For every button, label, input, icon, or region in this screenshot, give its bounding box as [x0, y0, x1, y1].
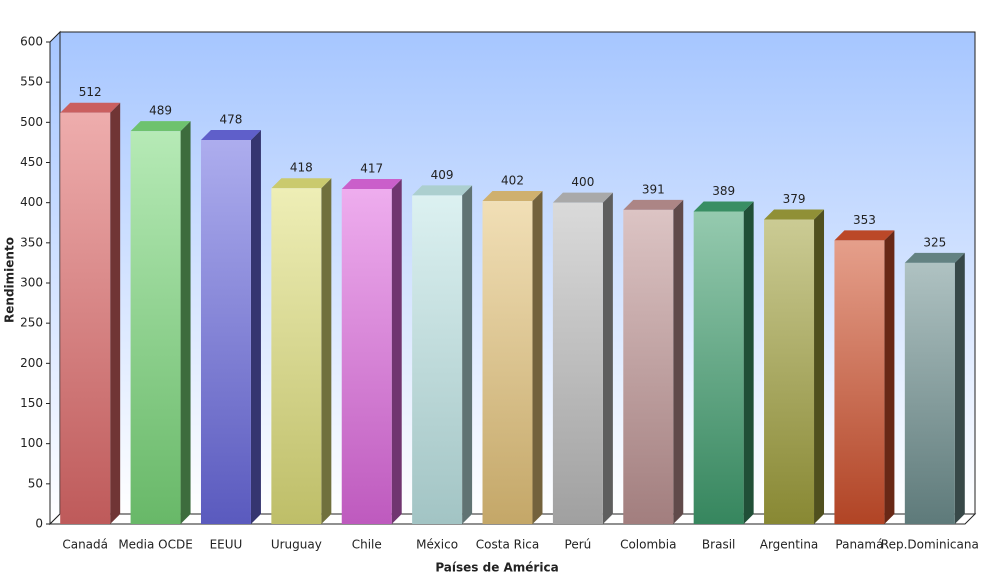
value-label: 391 — [642, 182, 665, 196]
bar — [904, 252, 965, 524]
value-label: 400 — [571, 175, 594, 189]
value-label: 353 — [853, 213, 876, 227]
bar-side — [110, 102, 121, 525]
y-tick-label: 250 — [20, 316, 43, 330]
bar — [552, 192, 613, 524]
bar-top — [834, 230, 895, 241]
x-tick-label: EEUU — [210, 538, 243, 552]
bar-front — [904, 262, 955, 524]
bar — [341, 179, 402, 524]
bar-front — [341, 189, 392, 524]
bar-front — [60, 112, 111, 525]
bar-top — [764, 209, 825, 220]
bar-front — [623, 209, 674, 524]
x-tick-label: Chile — [352, 538, 382, 552]
y-tick-label: 550 — [20, 75, 43, 89]
bar — [271, 178, 332, 524]
x-tick-label: Canadá — [62, 538, 108, 552]
y-axis-title: Rendimiento — [3, 237, 17, 323]
bar-side — [321, 178, 332, 524]
bar-top — [482, 191, 543, 202]
bar-front — [412, 195, 463, 525]
bar — [412, 185, 473, 525]
bar-side — [462, 185, 473, 525]
x-tick-label: Panamá — [835, 538, 883, 552]
side-wall — [49, 30, 61, 526]
value-label: 417 — [360, 162, 383, 176]
x-tick-label: Costa Rica — [476, 538, 539, 552]
value-label: 418 — [290, 161, 313, 175]
y-tick-label: 600 — [20, 35, 43, 49]
bar-top — [271, 178, 332, 189]
x-tick-label: Media OCDE — [118, 538, 193, 552]
bar — [60, 102, 121, 525]
y-tick-label: 500 — [20, 115, 43, 129]
bar-side — [814, 209, 825, 524]
y-tick-label: 150 — [20, 396, 43, 410]
value-label: 379 — [783, 192, 806, 206]
bar-side — [602, 192, 613, 524]
bar-front — [693, 211, 744, 524]
bar-top — [60, 102, 121, 113]
x-tick-label: Brasil — [702, 538, 735, 552]
y-tick-label: 450 — [20, 155, 43, 169]
value-label: 512 — [79, 85, 102, 99]
x-axis-title: Países de América — [435, 561, 558, 575]
bar-side — [532, 191, 543, 524]
x-tick-label: Rep.Dominicana — [881, 538, 979, 552]
bar — [764, 209, 825, 524]
bar-front — [764, 219, 815, 524]
y-tick-label: 200 — [20, 356, 43, 370]
y-tick-label: 350 — [20, 235, 43, 249]
bar-side — [673, 199, 684, 524]
bar — [693, 201, 754, 524]
value-label: 402 — [501, 174, 524, 188]
bar — [623, 199, 684, 524]
bar-front — [552, 202, 603, 524]
x-tick-label: Colombia — [620, 538, 676, 552]
bar-top — [412, 185, 473, 196]
bar-top — [341, 179, 402, 190]
y-tick-label: 300 — [20, 276, 43, 290]
value-label: 409 — [431, 168, 454, 182]
value-label: 478 — [220, 113, 243, 127]
bar-side — [391, 179, 402, 524]
x-tick-label: Uruguay — [271, 538, 322, 552]
bar-top — [552, 192, 613, 203]
bar-top — [623, 199, 684, 210]
bar-side — [180, 121, 191, 525]
bar-top — [693, 201, 754, 212]
bar-front — [200, 140, 251, 525]
bar-front — [130, 131, 181, 525]
y-tick-label: 50 — [28, 476, 43, 490]
bar — [130, 121, 191, 525]
bar-side — [743, 201, 754, 524]
bar-front — [482, 201, 533, 524]
y-tick-label: 0 — [35, 517, 43, 531]
bar-front — [271, 188, 322, 524]
bar-top — [130, 121, 191, 132]
value-label: 389 — [712, 184, 735, 198]
bar — [834, 230, 895, 524]
x-tick-label: Argentina — [760, 538, 819, 552]
bar — [482, 191, 543, 524]
bar-side — [884, 230, 895, 524]
y-tick-label: 100 — [20, 436, 43, 450]
value-label: 325 — [923, 235, 946, 249]
value-label: 489 — [149, 104, 172, 118]
bar-front — [834, 240, 885, 524]
x-tick-label: México — [416, 538, 458, 552]
y-tick-label: 400 — [20, 195, 43, 209]
bar — [200, 130, 261, 525]
bar-top — [904, 252, 965, 263]
x-tick-label: Perú — [565, 538, 592, 552]
bar-top — [200, 130, 261, 141]
bar-side — [250, 130, 261, 525]
bar-side — [954, 252, 965, 524]
